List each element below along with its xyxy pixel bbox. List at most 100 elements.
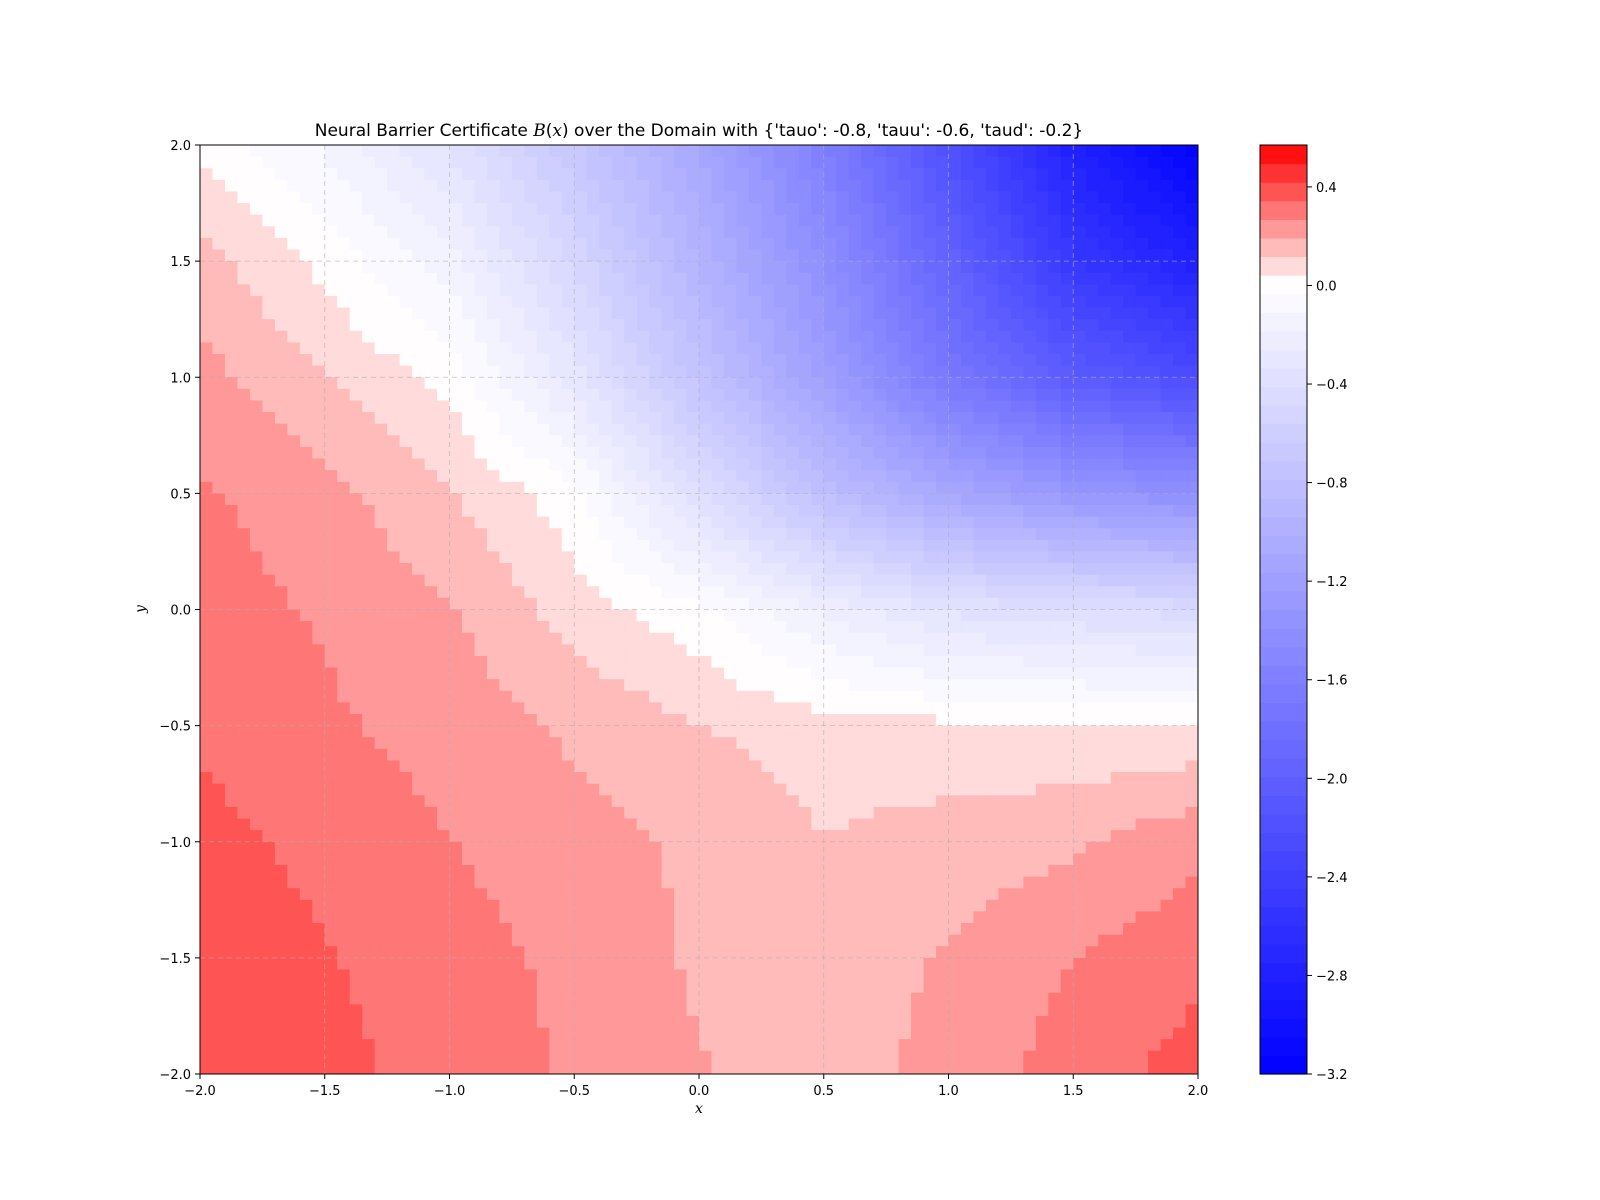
heatmap-cell (274, 841, 288, 854)
heatmap-cell (811, 597, 825, 611)
heatmap-cell (973, 481, 987, 494)
heatmap-cell (461, 586, 476, 599)
heatmap-cell (474, 354, 488, 367)
heatmap-cell (836, 446, 850, 460)
heatmap-cell (374, 226, 388, 239)
heatmap-cell (461, 377, 476, 390)
heatmap-cell (549, 249, 563, 262)
heatmap-cell (362, 295, 376, 309)
heatmap-cell (1148, 795, 1162, 808)
heatmap-cell (200, 748, 214, 762)
heatmap-cell (337, 446, 351, 460)
heatmap-cell (649, 504, 663, 518)
heatmap-cell (723, 481, 738, 494)
heatmap-cell (249, 783, 263, 796)
heatmap-cell (973, 806, 987, 820)
heatmap-cell (1148, 179, 1162, 193)
heatmap-cell (1085, 504, 1099, 518)
heatmap-cell (337, 354, 351, 367)
heatmap-cell (661, 226, 675, 239)
heatmap-cell (649, 458, 663, 471)
heatmap-cell (1048, 539, 1062, 553)
heatmap-cell (312, 748, 326, 762)
heatmap-cell (224, 760, 239, 773)
heatmap-cell (1010, 574, 1024, 587)
heatmap-cell (973, 528, 987, 541)
heatmap-cell (312, 516, 326, 529)
heatmap-cell (224, 667, 239, 680)
heatmap-cell (1173, 470, 1187, 483)
heatmap-cell (861, 737, 875, 750)
heatmap-cell (898, 551, 912, 564)
heatmap-cell (811, 516, 825, 529)
heatmap-cell (1085, 725, 1099, 738)
heatmap-cell (998, 319, 1012, 332)
heatmap-cell (237, 528, 251, 541)
heatmap-cell (936, 597, 950, 611)
heatmap-cell (649, 179, 663, 193)
heatmap-cell (1035, 597, 1049, 611)
heatmap-cell (1148, 377, 1162, 390)
heatmap-cell (536, 203, 550, 216)
heatmap-cell (237, 145, 251, 158)
heatmap-cell (424, 725, 438, 738)
heatmap-cell (262, 249, 276, 262)
heatmap-cell (499, 412, 513, 425)
heatmap-cell (723, 853, 738, 866)
heatmap-cell (561, 864, 575, 878)
heatmap-cell (1035, 830, 1049, 843)
heatmap-cell (960, 145, 975, 158)
heatmap-cell (499, 330, 513, 344)
heatmap-cell (299, 168, 313, 181)
heatmap-cell (549, 621, 563, 634)
heatmap-cell (1010, 841, 1024, 854)
heatmap-cell (1160, 156, 1174, 169)
heatmap-cell (649, 737, 663, 750)
heatmap-cell (536, 632, 550, 645)
heatmap-cell (274, 145, 288, 158)
heatmap-cell (337, 191, 351, 204)
heatmap-cell (923, 319, 937, 332)
heatmap-cell (349, 354, 363, 367)
heatmap-cell (773, 307, 787, 320)
heatmap-cell (449, 586, 463, 599)
heatmap-cell (237, 690, 251, 703)
heatmap-cell (486, 412, 500, 425)
heatmap-cell (823, 226, 837, 239)
heatmap-cell (374, 214, 388, 227)
heatmap-cell (1035, 354, 1049, 367)
heatmap-cell (661, 528, 675, 541)
heatmap-cell (549, 354, 563, 367)
heatmap-cell (599, 226, 613, 239)
heatmap-cell (798, 179, 812, 193)
heatmap-cell (823, 690, 837, 703)
heatmap-cell (1135, 586, 1149, 599)
heatmap-cell (1060, 690, 1074, 703)
heatmap-cell (337, 156, 351, 169)
heatmap-cell (636, 702, 650, 715)
heatmap-cell (1085, 714, 1099, 727)
heatmap-cell (748, 586, 762, 599)
heatmap-cell (399, 377, 413, 390)
heatmap-cell (948, 516, 962, 529)
heatmap-cell (337, 748, 351, 762)
heatmap-cell (998, 400, 1012, 413)
heatmap-cell (212, 365, 226, 378)
heatmap-cell (1148, 493, 1162, 506)
heatmap-cell (636, 377, 650, 390)
heatmap-cell (486, 168, 500, 181)
heatmap-cell (574, 667, 588, 680)
heatmap-cell (886, 632, 900, 645)
heatmap-cell (973, 493, 987, 506)
heatmap-cell (1048, 191, 1062, 204)
heatmap-cell (449, 226, 463, 239)
heatmap-cell (536, 145, 550, 158)
heatmap-cell (748, 830, 762, 843)
heatmap-cell (461, 493, 476, 506)
heatmap-cell (474, 574, 488, 587)
heatmap-cell (686, 563, 700, 576)
heatmap-cell (811, 272, 825, 285)
heatmap-cell (449, 145, 463, 158)
heatmap-cell (599, 563, 613, 576)
heatmap-cell (699, 249, 713, 262)
